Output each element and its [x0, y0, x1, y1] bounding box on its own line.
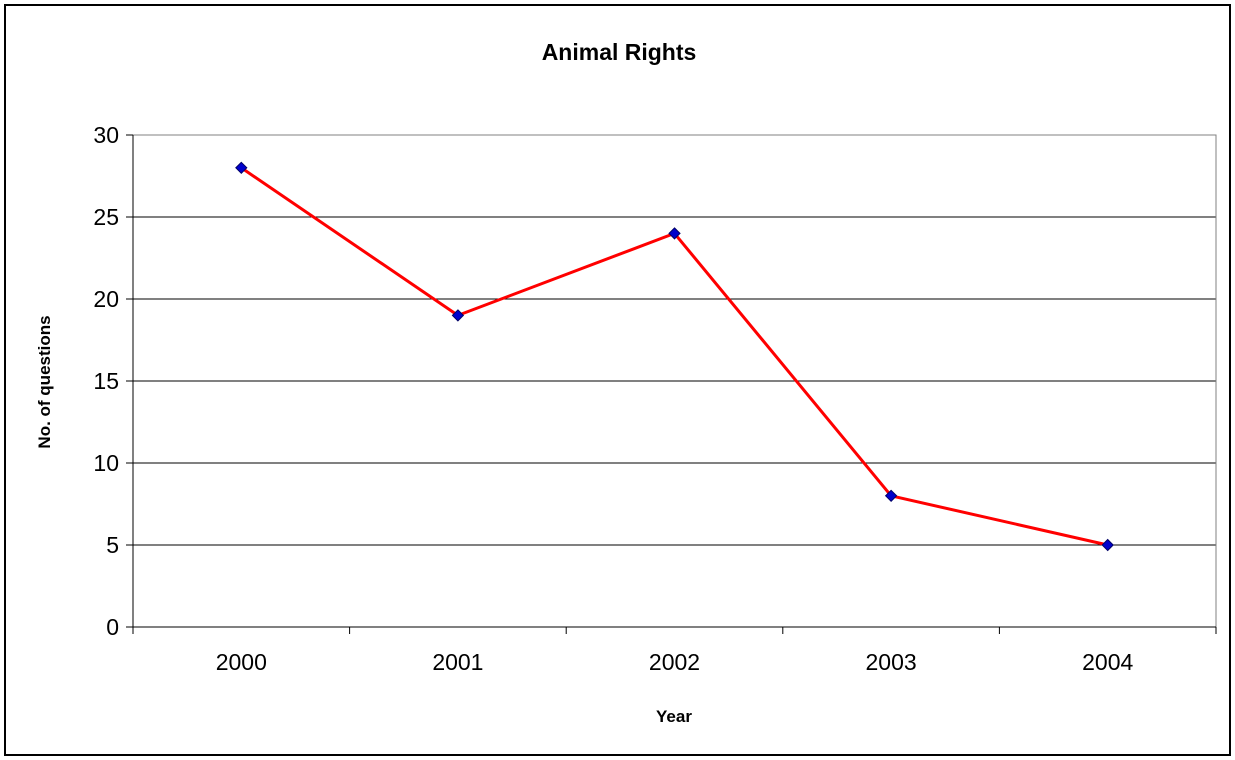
- chart-title: Animal Rights: [542, 39, 697, 65]
- x-tick-label-2000: 2000: [216, 649, 267, 675]
- x-tick-labels: 2000 2001 2002 2003 2004: [216, 649, 1134, 675]
- data-point-2001: [451, 309, 465, 322]
- x-tick-label-2004: 2004: [1082, 649, 1133, 675]
- x-axis-title: Year: [656, 707, 692, 726]
- y-tick-label: 25: [93, 204, 119, 230]
- y-tick-label: 10: [93, 450, 119, 476]
- chart-frame: [4, 4, 1231, 756]
- x-tick-label-2001: 2001: [432, 649, 483, 675]
- series-layer: [235, 161, 1114, 552]
- data-point-2003: [884, 489, 898, 503]
- y-tick-label: 5: [106, 532, 119, 558]
- data-point-2004: [1101, 538, 1114, 552]
- axes: [126, 134, 1217, 634]
- x-tick-label-2002: 2002: [649, 649, 700, 675]
- y-tick-label: 15: [93, 368, 119, 394]
- y-tick-label: 20: [93, 286, 119, 312]
- series-line: [240, 166, 1109, 547]
- y-tick-label: 0: [106, 614, 119, 640]
- y-tick-label: 30: [93, 122, 119, 148]
- data-point-2000: [235, 161, 248, 175]
- y-axis-title: No. of questions: [35, 315, 54, 448]
- y-tick-labels: 0 5 10 15 20 25 30: [93, 122, 119, 640]
- gridlines: [133, 134, 1216, 546]
- data-point-2002: [668, 227, 681, 240]
- x-tick-label-2003: 2003: [866, 649, 917, 675]
